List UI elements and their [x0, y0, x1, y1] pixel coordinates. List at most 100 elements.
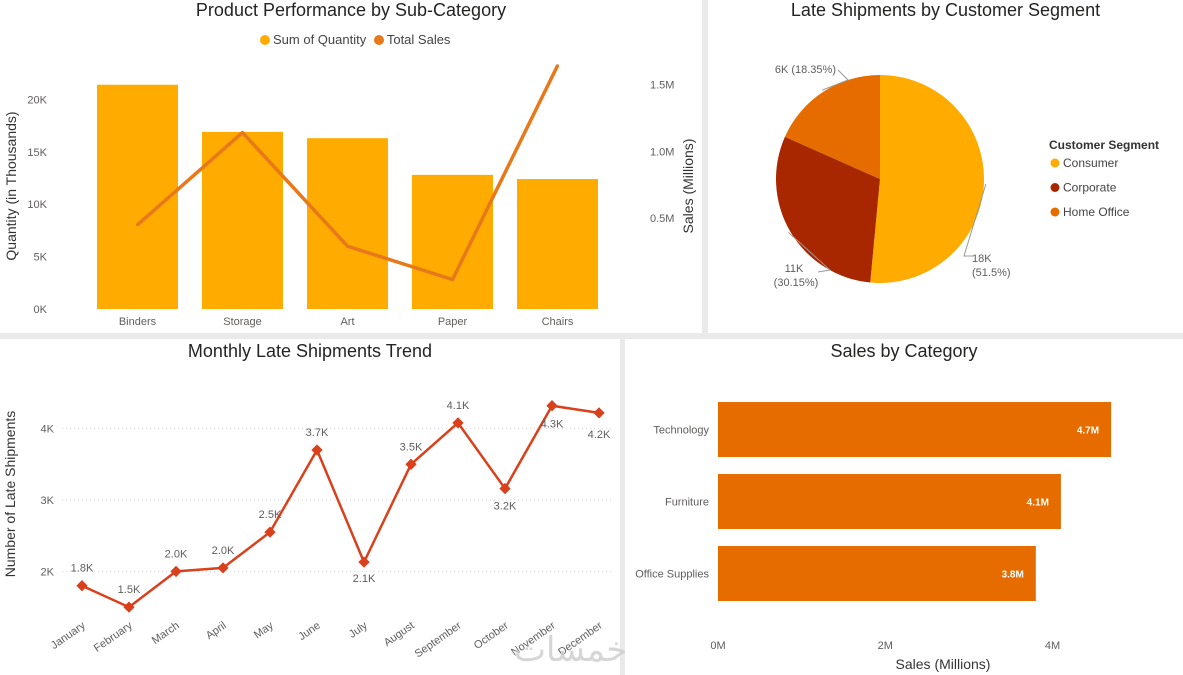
category-bar: [718, 402, 1112, 457]
y-tick-label: 3K: [41, 495, 55, 507]
pie-data-label: (30.15%): [774, 277, 819, 289]
y-tick-label: 5K: [34, 252, 48, 264]
late-shipments-marker: [123, 601, 135, 613]
x-tick-label: Art: [340, 316, 354, 328]
pie-slice: [776, 136, 880, 283]
data-label: 1.5K: [118, 584, 141, 596]
monthly-late-shipments-title: Monthly Late Shipments Trend: [187, 341, 433, 361]
late-shipments-marker: [217, 562, 229, 574]
y-tick-label: 20K: [27, 94, 47, 106]
data-label: 2.5K: [259, 509, 282, 521]
x-tick-label: July: [347, 619, 370, 640]
x-tick-label: Binders: [119, 316, 157, 328]
y-tick-label: 4K: [41, 424, 55, 436]
late-shipments-segment-title: Late Shipments by Customer Segment: [790, 0, 1101, 20]
pie-legend-label: Consumer: [1063, 156, 1118, 170]
data-label: 3.7K: [306, 427, 329, 439]
total-sales-point: [136, 223, 139, 227]
pie-legend-title: Customer Segment: [1049, 138, 1159, 152]
y2-tick-label: 1.0M: [650, 146, 674, 158]
product-performance-title: Product Performance by Sub-Category: [195, 0, 507, 20]
legend-quantity-label: Sum of Quantity: [273, 32, 367, 47]
data-label: 1.8K: [71, 563, 94, 575]
y-tick-label: Technology: [653, 425, 709, 437]
x-tick-label: January: [49, 619, 88, 652]
total-sales-point: [556, 64, 559, 68]
late-shipments-marker: [358, 556, 370, 568]
y-tick-label: Office Supplies: [635, 569, 709, 581]
data-label: 4.1K: [447, 400, 470, 412]
product-performance-legend: Sum of Quantity Total Sales: [260, 32, 450, 47]
watermark-logo: خمسات: [514, 630, 628, 670]
total-sales-point: [346, 244, 349, 248]
total-sales-point: [241, 131, 244, 135]
legend-item-total-sales[interactable]: Total Sales: [373, 32, 451, 47]
pie-leader-line: [822, 69, 849, 91]
y2-tick-label: 1.5M: [650, 79, 674, 91]
quantity-bar: [97, 84, 178, 309]
y-tick-label: 0K: [34, 304, 48, 316]
x-tick-label: February: [92, 619, 135, 654]
y-axis-label: Number of Late Shipments: [2, 411, 18, 578]
pie-data-label: (51.5%): [972, 267, 1011, 279]
data-label: 2.0K: [212, 545, 235, 557]
pie-data-label: 11K: [785, 263, 804, 275]
legend-item-quantity[interactable]: Sum of Quantity: [260, 32, 366, 47]
y2-axis-label: Sales (Millions): [680, 139, 696, 234]
x-tick-label: 4M: [1045, 640, 1060, 652]
quantity-bar: [412, 174, 493, 309]
legend-total-sales-dot-icon: [373, 35, 384, 45]
x-tick-label: Chairs: [542, 316, 574, 328]
late-shipments-marker: [593, 407, 605, 419]
x-axis-label: Sales (Millions): [896, 656, 991, 672]
x-tick-label: March: [150, 620, 182, 647]
pie-legend-dot-icon: [1050, 207, 1060, 217]
data-label: 3.5K: [400, 441, 423, 453]
x-tick-label: Paper: [438, 316, 468, 328]
sales-by-category-panel: Sales by Category 4.7M Technology 4.1M Furn…: [625, 339, 1183, 675]
product-performance-chart: 0K 5K 10K 15K 20K 0.5M 1.0M 1.5M Quantity (in Th…: [3, 64, 696, 328]
pie-slice: [870, 75, 984, 283]
y-tick-label: 2K: [41, 566, 55, 578]
late-shipments-line: [81, 404, 600, 609]
x-tick-label: April: [204, 620, 229, 642]
x-tick-label: June: [296, 620, 322, 644]
bar-data-label: 3.8M: [1002, 570, 1024, 581]
data-label: 2.0K: [165, 548, 188, 560]
pie-data-label: 6K (18.35%): [775, 64, 836, 76]
category-bar: [718, 474, 1061, 529]
y-tick-label: 10K: [27, 199, 47, 211]
data-label: 2.1K: [353, 573, 376, 585]
quantity-bar: [517, 179, 598, 309]
late-shipments-marker: [76, 580, 88, 592]
y2-tick-label: 0.5M: [650, 213, 674, 225]
late-shipments-segment-chart: 18K (51.5%) 11K (30.15%) 6K (18.35%) Customer…: [774, 64, 1159, 289]
legend-total-sales-label: Total Sales: [386, 32, 451, 47]
pie-legend-dot-icon: [1050, 158, 1060, 168]
quantity-bar: [307, 138, 388, 309]
x-tick-label: 0M: [710, 640, 725, 652]
bar-data-label: 4.1M: [1027, 498, 1049, 509]
x-tick-label: May: [252, 619, 276, 641]
legend-quantity-dot-icon: [260, 35, 270, 45]
pie-slice: [784, 75, 880, 179]
late-shipments-marker: [499, 482, 511, 495]
pie-legend-label: Corporate: [1063, 181, 1117, 195]
bar-data-label: 4.7M: [1077, 426, 1099, 437]
sales-by-category-title: Sales by Category: [830, 341, 978, 361]
pie-leader-line: [788, 232, 832, 273]
category-bar: [718, 546, 1036, 601]
y-tick-label: Furniture: [665, 497, 709, 509]
pie-leader-line: [963, 183, 987, 257]
pie-legend-label: Home Office: [1063, 205, 1130, 219]
late-shipments-marker: [311, 444, 323, 456]
monthly-late-shipments-panel: Monthly Late Shipments Trend 2K 3K 4K Numbe…: [0, 339, 620, 675]
late-shipments-marker: [264, 526, 276, 538]
total-sales-point: [451, 278, 454, 282]
x-tick-label: August: [382, 620, 417, 649]
product-performance-panel: Product Performance by Sub-Category Sum …: [0, 0, 702, 333]
sales-by-category-chart: 4.7M Technology 4.1M Furniture 3.8M Office Su…: [635, 402, 1112, 672]
x-tick-label: 2M: [878, 640, 893, 652]
pie-data-label: 18K: [972, 253, 992, 265]
y-axis-label: Quantity (in Thousands): [3, 111, 19, 260]
